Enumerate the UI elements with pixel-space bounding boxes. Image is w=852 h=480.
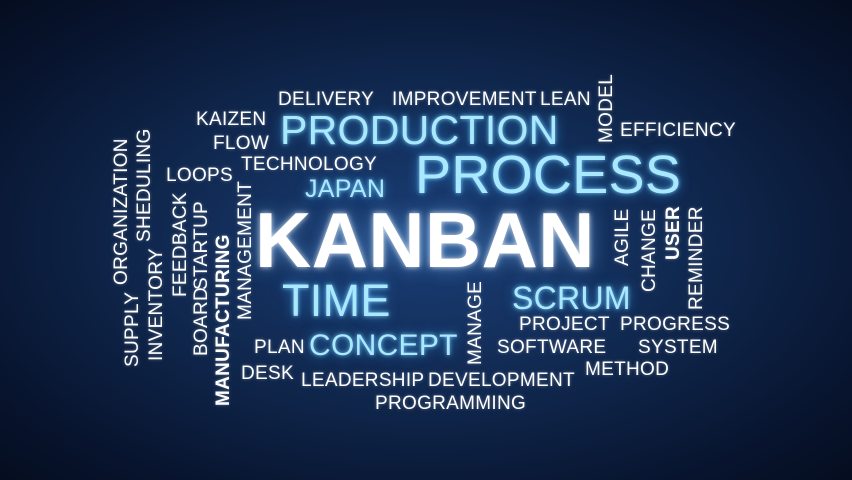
word-development: DEVELOPMENT <box>428 370 575 391</box>
word-japan: JAPAN <box>305 175 386 203</box>
word-user: USER <box>663 206 684 260</box>
word-organization: ORGANIZATION <box>111 138 132 285</box>
word-shedding: SHEDULING <box>134 128 155 242</box>
word-kaizen: KAIZEN <box>196 109 267 130</box>
word-progress: PROGRESS <box>620 314 731 335</box>
word-supply: SUPPLY <box>122 291 143 367</box>
word-improvement: IMPROVEMENT <box>392 89 537 110</box>
word-scrum: SCRUM <box>512 280 631 316</box>
word-process: PROCESS <box>415 145 682 205</box>
word-agile: AGILE <box>612 208 633 266</box>
word-board: BOARD <box>191 286 212 356</box>
word-time: TIME <box>282 275 391 326</box>
word-project: PROJECT <box>519 314 610 335</box>
word-feedback: FEEDBACK <box>170 192 191 297</box>
word-concept: CONCEPT <box>309 329 458 362</box>
word-flow: FLOW <box>213 133 270 154</box>
word-system: SYSTEM <box>638 337 718 358</box>
word-kanban: KANBAN <box>255 196 595 284</box>
word-delivery: DELIVERY <box>278 89 375 110</box>
word-plan: PLAN <box>254 337 305 358</box>
word-programming: PROGRAMMING <box>375 393 527 414</box>
word-loops: LOOPS <box>166 165 233 186</box>
word-model: MODEL <box>596 73 617 143</box>
word-inventory: INVENTORY <box>146 248 167 361</box>
word-lean: LEAN <box>540 89 591 110</box>
word-management: MANAGEMENT <box>235 180 256 320</box>
word-manage: MANAGE <box>465 280 486 365</box>
word-production: PRODUCTION <box>280 107 559 153</box>
word-reminder: REMINDER <box>686 206 707 310</box>
word-efficiency: EFFICIENCY <box>620 120 736 141</box>
word-manufacturing: MANUFACTURING <box>213 234 234 406</box>
word-method: METHOD <box>585 359 670 380</box>
word-desk: DESK <box>241 363 294 384</box>
word-startup: STARTUP <box>191 200 212 290</box>
word-software: SOFTWARE <box>497 337 607 358</box>
word-change: CHANGE <box>639 208 660 292</box>
word-leadership: LEADERSHIP <box>301 370 425 391</box>
word-technology: TECHNOLOGY <box>241 154 378 175</box>
